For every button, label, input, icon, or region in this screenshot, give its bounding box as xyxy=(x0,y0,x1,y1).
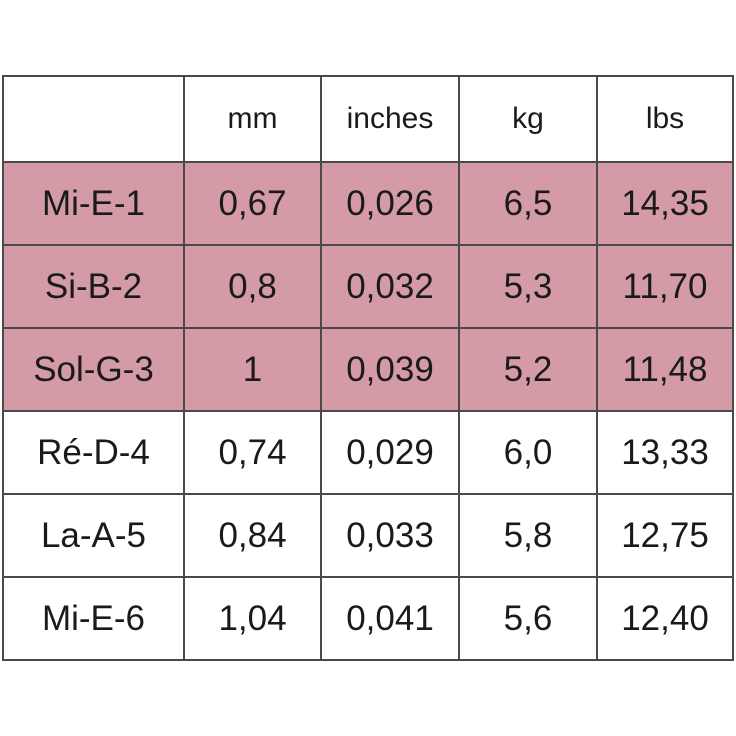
header-cell: inches xyxy=(320,75,460,163)
table-cell: 0,84 xyxy=(183,493,322,578)
table-cell: 11,70 xyxy=(596,244,734,329)
table-cell: 12,40 xyxy=(596,576,734,661)
table-cell: 13,33 xyxy=(596,410,734,495)
table-wrap: mm inches kg lbs Mi-E-1 0,67 0,026 6,5 14,35 Si-… xyxy=(2,75,734,661)
table-row: Mi-E-1 0,67 0,026 6,5 14,35 xyxy=(2,161,734,246)
header-cell: lbs xyxy=(596,75,734,163)
table-row: Si-B-2 0,8 0,032 5,3 11,70 xyxy=(2,244,734,329)
data-table: mm inches kg lbs Mi-E-1 0,67 0,026 6,5 14,35 Si-… xyxy=(2,75,734,661)
table-cell: 6,0 xyxy=(458,410,598,495)
table-cell: 0,8 xyxy=(183,244,322,329)
table-cell: 5,3 xyxy=(458,244,598,329)
row-label: Ré-D-4 xyxy=(2,410,185,495)
row-label: Mi-E-6 xyxy=(2,576,185,661)
table-row: Mi-E-6 1,04 0,041 5,6 12,40 xyxy=(2,576,734,661)
table-cell: 0,67 xyxy=(183,161,322,246)
table-cell: 12,75 xyxy=(596,493,734,578)
table-row: Ré-D-4 0,74 0,029 6,0 13,33 xyxy=(2,410,734,495)
table-cell: 6,5 xyxy=(458,161,598,246)
row-label: Sol-G-3 xyxy=(2,327,185,412)
table-cell: 1,04 xyxy=(183,576,322,661)
table-cell: 0,74 xyxy=(183,410,322,495)
table-row: La-A-5 0,84 0,033 5,8 12,75 xyxy=(2,493,734,578)
header-row: mm inches kg lbs xyxy=(2,75,734,163)
header-cell: mm xyxy=(183,75,322,163)
table-cell: 0,032 xyxy=(320,244,460,329)
table-row: Sol-G-3 1 0,039 5,2 11,48 xyxy=(2,327,734,412)
table-cell: 0,039 xyxy=(320,327,460,412)
row-label: Mi-E-1 xyxy=(2,161,185,246)
table-cell: 0,026 xyxy=(320,161,460,246)
corner-cell xyxy=(2,75,185,163)
row-label: Si-B-2 xyxy=(2,244,185,329)
table-cell: 0,041 xyxy=(320,576,460,661)
table-cell: 1 xyxy=(183,327,322,412)
header-cell: kg xyxy=(458,75,598,163)
table-cell: 14,35 xyxy=(596,161,734,246)
table-cell: 0,033 xyxy=(320,493,460,578)
table-cell: 5,6 xyxy=(458,576,598,661)
row-label: La-A-5 xyxy=(2,493,185,578)
table-cell: 5,2 xyxy=(458,327,598,412)
table-cell: 11,48 xyxy=(596,327,734,412)
table-cell: 0,029 xyxy=(320,410,460,495)
table-cell: 5,8 xyxy=(458,493,598,578)
